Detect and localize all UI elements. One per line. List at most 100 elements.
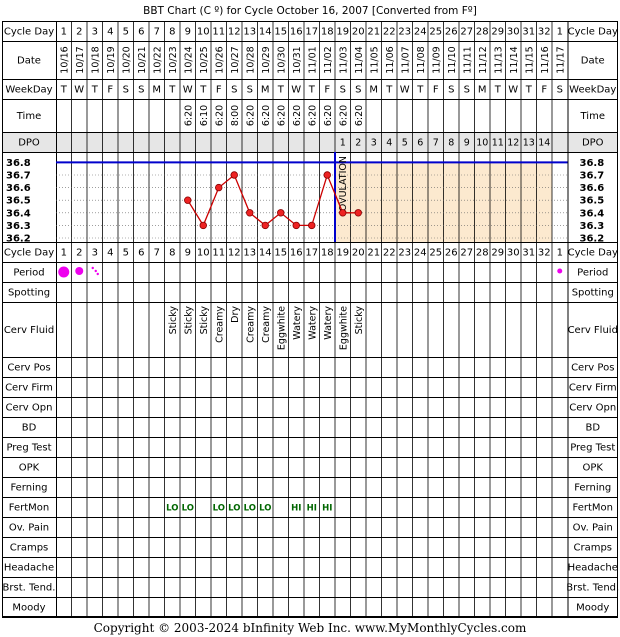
dpo-cell: 8 <box>448 138 454 149</box>
cycle-day-cell: 27 <box>460 27 473 38</box>
temperature-point <box>261 221 269 230</box>
date-cell: 11/12 <box>478 46 489 73</box>
dpo-cell: 6 <box>417 138 423 149</box>
period-spotting-dot <box>94 269 97 273</box>
row-label-headache: Headache <box>4 563 54 574</box>
weekday-cell: F <box>541 85 547 96</box>
y-tick-label-right: 36.3 <box>580 221 605 232</box>
weekday-cell: W <box>74 85 84 96</box>
row-label-period-right: Period <box>577 268 608 279</box>
date-cell: 11/05 <box>369 46 380 73</box>
temperature-point <box>339 209 347 217</box>
row-label-cerv-opn-right: Cerv Opn <box>569 403 616 414</box>
date-cell: 10/17 <box>75 46 86 73</box>
row-label-dpo: DPO <box>18 138 40 149</box>
cerv-fluid-cell: Sticky <box>199 306 210 335</box>
weekday-cell: T <box>91 85 99 96</box>
y-tick-label: 36.3 <box>6 221 31 232</box>
cycle-day-cell-lower: 3 <box>92 248 98 259</box>
date-cell: 11/14 <box>509 46 520 73</box>
cycle-day-cell: 29 <box>491 27 504 38</box>
weekday-cell: S <box>123 85 129 96</box>
cycle-day-cell-lower: 10 <box>197 248 210 259</box>
date-cell: 11/04 <box>354 46 365 73</box>
dpo-row-shading <box>2 132 618 152</box>
chart-title: BBT Chart (C º) for Cycle October 16, 20… <box>143 5 477 17</box>
cycle-day-cell: 20 <box>352 27 365 38</box>
row-label-period: Period <box>13 268 44 279</box>
temperature-point <box>292 221 300 230</box>
cycle-day-cell-lower: 5 <box>123 248 129 259</box>
cerv-fluid-cell: Watery <box>292 306 303 340</box>
weekday-cell: M <box>478 85 487 96</box>
weekday-cell: W <box>400 85 410 96</box>
cycle-day-cell: 13 <box>243 27 256 38</box>
row-label-fertmon-right: FertMon <box>573 503 613 514</box>
cerv-fluid-cell: Creamy <box>245 306 256 343</box>
footer-copyright: Copyright © 2003-2024 bInfinity Web Inc.… <box>94 621 527 635</box>
date-cell: 10/30 <box>276 46 287 73</box>
y-tick-label: 36.7 <box>6 171 31 182</box>
y-tick-label-right: 36.2 <box>580 234 605 245</box>
date-cell: 11/07 <box>400 46 411 73</box>
row-label-preg-test-right: Preg Test <box>570 443 615 454</box>
weekday-cell: W <box>183 85 193 96</box>
dpo-cell: 9 <box>464 138 470 149</box>
y-tick-label-right: 36.8 <box>580 158 605 169</box>
time-cell: 6:20 <box>214 105 225 126</box>
row-label-date-right: Date <box>581 56 605 67</box>
dpo-cell: 10 <box>476 138 488 149</box>
row-label-spotting-right: Spotting <box>572 288 614 299</box>
dpo-cell: 2 <box>355 138 361 149</box>
cycle-day-cell-lower: 21 <box>367 248 380 259</box>
time-cell: 6:20 <box>338 105 349 126</box>
time-cell: 6:20 <box>307 105 318 126</box>
cycle-day-cell: 28 <box>476 27 489 38</box>
cycle-day-cell-lower: 16 <box>290 248 303 259</box>
weekday-cell: T <box>416 85 424 96</box>
dpo-cell: 11 <box>492 138 504 149</box>
y-tick-label-right: 36.4 <box>580 208 605 219</box>
date-cell: 10/19 <box>106 46 117 73</box>
row-label-preg-test: Preg Test <box>6 443 51 454</box>
cycle-day-cell: 4 <box>107 27 113 38</box>
date-cell: 10/26 <box>214 46 225 73</box>
cycle-day-cell-lower: 11 <box>212 248 225 259</box>
weekday-cell: S <box>448 85 454 96</box>
cycle-day-cell: 21 <box>367 27 380 38</box>
cycle-day-cell: 1 <box>61 27 67 38</box>
row-label-weekday: WeekDay <box>5 85 52 96</box>
weekday-cell: T <box>199 85 207 96</box>
date-cell: 11/09 <box>431 46 442 73</box>
cerv-fluid-cell: Eggwhite <box>276 306 287 350</box>
cycle-day-cell-lower: 9 <box>185 248 191 259</box>
date-cell: 11/01 <box>307 46 318 73</box>
fertmon-cell: LO <box>213 504 225 514</box>
date-cell: 10/18 <box>90 46 101 73</box>
row-label-brst-tend: Brst. Tend. <box>3 583 56 594</box>
cycle-day-cell-lower: 6 <box>138 248 144 259</box>
cycle-day-cell: 8 <box>169 27 175 38</box>
cycle-day-cell-lower: 15 <box>274 248 287 259</box>
cycle-day-cell: 19 <box>336 27 349 38</box>
row-label-brst-tend-right: Brst. Tend. <box>566 583 619 594</box>
row-label-bd: BD <box>22 423 37 434</box>
cycle-day-cell-lower: 7 <box>154 248 160 259</box>
cycle-day-cell-lower: 23 <box>398 248 411 259</box>
weekday-cell: M <box>261 85 270 96</box>
fertmon-cell: HI <box>291 504 301 514</box>
row-label-opk: OPK <box>19 463 40 474</box>
y-tick-label: 36.4 <box>6 208 31 219</box>
dpo-cell: 13 <box>523 138 535 149</box>
cycle-day-cell: 22 <box>383 27 396 38</box>
cycle-day-cell: 11 <box>212 27 225 38</box>
dpo-cell: 3 <box>371 138 377 149</box>
y-tick-label: 36.6 <box>6 183 31 194</box>
row-label-fertmon: FertMon <box>9 503 49 514</box>
cycle-day-cell: 9 <box>185 27 191 38</box>
weekday-cell: T <box>60 85 68 96</box>
cycle-day-cell-lower: 19 <box>336 248 349 259</box>
temperature-point <box>354 209 362 217</box>
weekday-cell: W <box>291 85 301 96</box>
cycle-day-cell-lower: 1 <box>61 248 67 259</box>
